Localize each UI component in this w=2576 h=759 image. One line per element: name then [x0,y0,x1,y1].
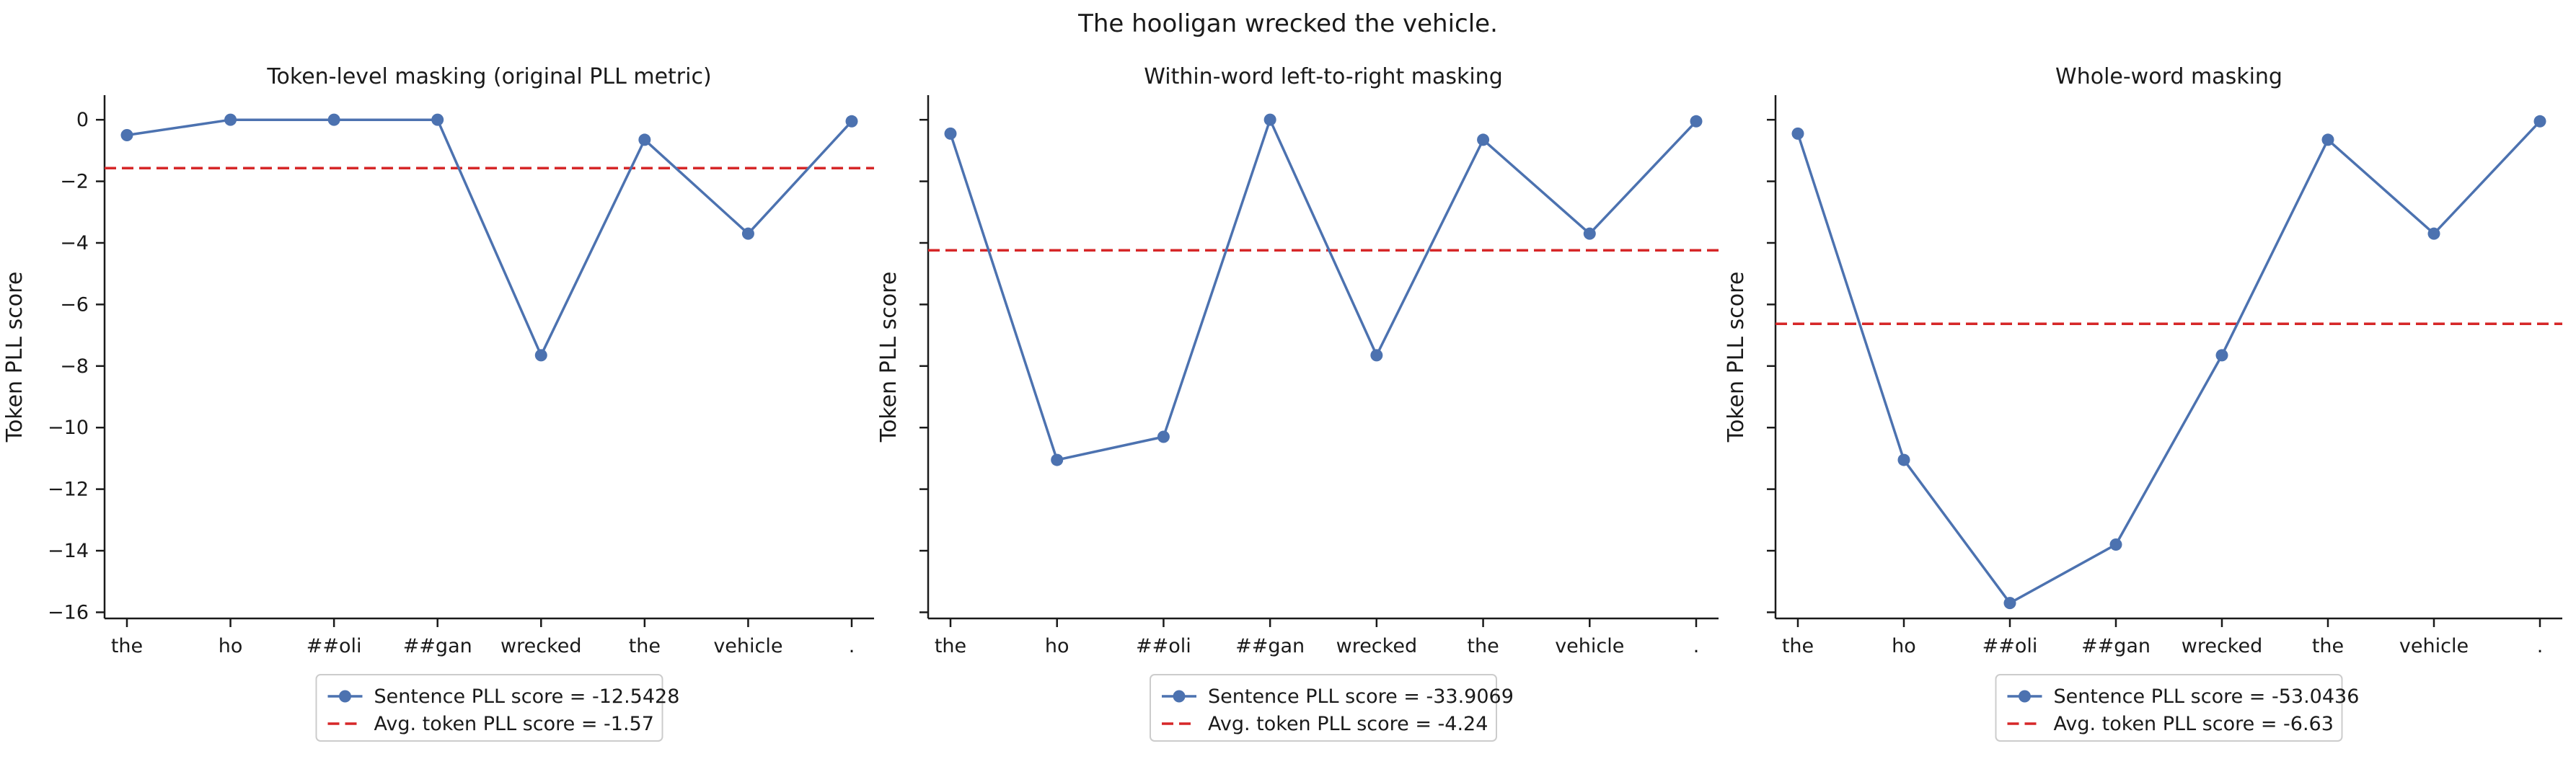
data-point [2003,597,2016,610]
x-tick-label: wrecked [2182,635,2262,657]
data-point [1157,430,1170,443]
data-point [327,113,340,126]
legend-series-marker [339,690,351,703]
y-tick-label: −16 [48,601,89,623]
data-point [638,133,651,146]
x-tick-label: ho [1045,635,1069,657]
chart-panel-2: Within-word left-to-right masking the ho ##… [876,64,1719,742]
data-point [431,113,444,126]
data-point [1370,349,1383,362]
chart-panel-1: Token-level masking (original PLL metric… [2,64,874,742]
y-tick-label: −6 [60,293,89,316]
chart-title: Token-level masking (original PLL metric… [266,64,711,89]
x-tick-label: the [935,635,966,657]
chart-title: Within-word left-to-right masking [1144,64,1503,89]
y-tick-label: −2 [60,171,89,193]
chart-panel-3: Whole-word masking the ho ##oli ##gan wrecked… [1724,64,2562,742]
y-axis-label: Token PLL score [2,272,27,443]
legend-series-label: Sentence PLL score = -53.0436 [2054,685,2360,708]
data-point [2109,538,2122,551]
data-point [1897,453,1910,466]
series-line [1796,120,2541,605]
legend-series-label: Sentence PLL score = -33.9069 [1208,685,1514,708]
legend-series-marker [2019,690,2031,703]
x-tick-label: ##oli [1982,635,2038,657]
x-tick-label: vehicle [1555,635,1624,657]
data-point [1477,133,1490,146]
x-tick-label: wrecked [1336,635,1417,657]
data-point [1791,127,1804,140]
x-tick-label: ##oli [306,635,362,657]
data-point [2533,115,2546,128]
x-tick-label: vehicle [713,635,782,657]
x-tick-label: ho [219,635,243,657]
x-tick-label: vehicle [2399,635,2469,657]
data-point [741,227,754,240]
y-tick-label: 0 [76,109,89,131]
legend-series-label: Sentence PLL score = -12.5428 [374,685,680,708]
y-axis-label: Token PLL score [1724,272,1749,443]
legend: Sentence PLL score = -53.0436 Avg. token … [1995,674,2360,742]
x-tick-label: ##gan [2081,635,2151,657]
chart-title: Whole-word masking [2055,64,2282,89]
legend-box [315,674,663,742]
data-point [1263,113,1276,126]
data-point [534,349,547,362]
legend: Sentence PLL score = -33.9069 Avg. token … [1150,674,1514,742]
y-tick-label: −12 [48,479,89,501]
legend-box [1995,674,2343,742]
data-point [845,115,858,128]
series-line [949,118,1698,461]
series-line [126,118,853,357]
data-point [2215,349,2228,362]
legend-average-label: Avg. token PLL score = -6.63 [2054,713,2334,735]
y-tick-label: −4 [60,232,89,254]
x-tick-label: the [111,635,143,657]
x-tick-label: ##gan [403,635,472,657]
x-tick-label: the [1467,635,1499,657]
figure-title: The hooligan wrecked the vehicle. [1077,9,1498,38]
y-tick-label: −14 [48,540,89,562]
legend-series-marker [1173,690,1186,703]
x-tick-label: the [1782,635,1814,657]
data-point [120,129,133,142]
legend-average-label: Avg. token PLL score = -1.57 [374,713,654,735]
data-point [944,127,957,140]
x-tick-label: the [2312,635,2344,657]
legend-average-label: Avg. token PLL score = -4.24 [1208,713,1488,735]
data-point [2427,227,2440,240]
x-tick-label: wrecked [500,635,581,657]
legend: Sentence PLL score = -12.5428 Avg. token … [315,674,680,742]
x-tick-label: ##gan [1235,635,1305,657]
legend-box [1150,674,1497,742]
x-tick-label: . [849,635,855,657]
x-tick-label: ##oli [1136,635,1191,657]
x-tick-label: the [629,635,661,657]
data-point [1051,453,1064,466]
x-tick-label: . [1693,635,1700,657]
y-tick-label: −10 [48,417,89,439]
y-tick-label: −8 [60,355,89,378]
data-point [2321,133,2334,146]
data-point [1690,115,1703,128]
data-point [1583,227,1596,240]
data-point [224,113,237,126]
x-tick-label: . [2537,635,2544,657]
y-axis-label: Token PLL score [876,272,901,443]
x-tick-label: ho [1892,635,1916,657]
